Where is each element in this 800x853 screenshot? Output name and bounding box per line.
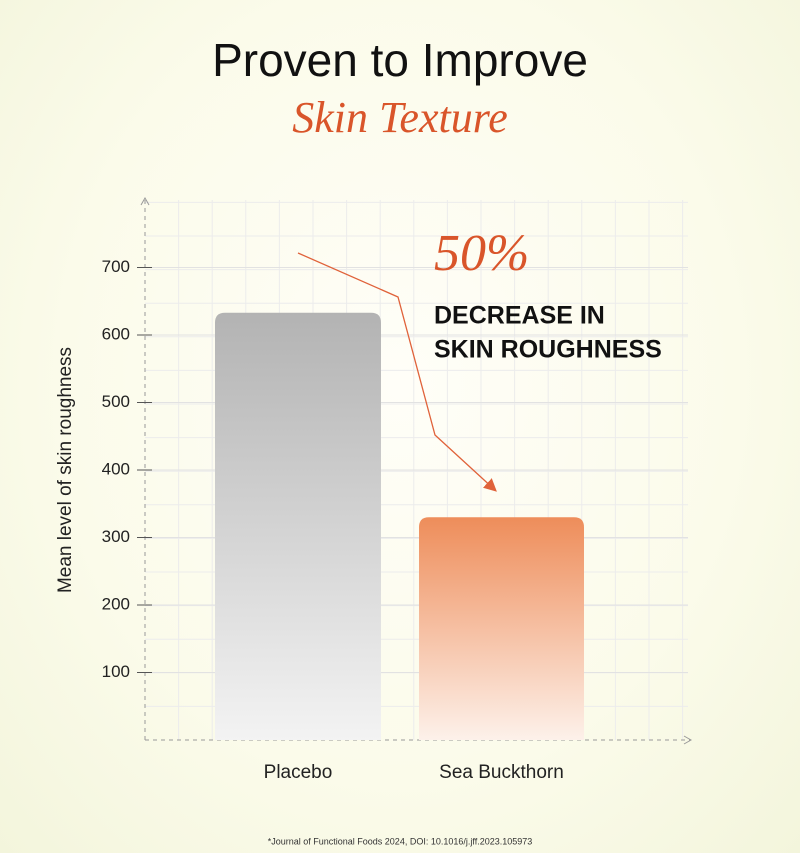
axis-arrow [683, 735, 693, 745]
x-tick-label: Sea Buckthorn [439, 762, 564, 783]
y-tick-label: 200 [102, 594, 130, 613]
bar [419, 517, 584, 740]
y-tick-label: 300 [102, 527, 130, 546]
y-tick-label: 100 [102, 662, 130, 681]
annotation-headline: 50% [434, 225, 529, 282]
footnote: *Journal of Functional Foods 2024, DOI: … [268, 836, 533, 846]
y-tick-label: 600 [102, 324, 130, 343]
chart-subtitle: Skin Texture [292, 93, 508, 142]
annotation-arrow [297, 252, 497, 492]
bar [215, 312, 381, 740]
y-tick-label: 700 [102, 257, 130, 276]
annotation-text: DECREASE IN [434, 302, 605, 330]
y-tick-label: 500 [102, 392, 130, 411]
annotation-text: SKIN ROUGHNESS [434, 336, 662, 364]
y-tick-label: 400 [102, 459, 130, 478]
x-tick-label: Placebo [264, 762, 333, 783]
chart-title: Proven to Improve [212, 34, 588, 86]
axis-arrow [140, 196, 150, 206]
y-axis-label: Mean level of skin roughness [55, 347, 76, 593]
